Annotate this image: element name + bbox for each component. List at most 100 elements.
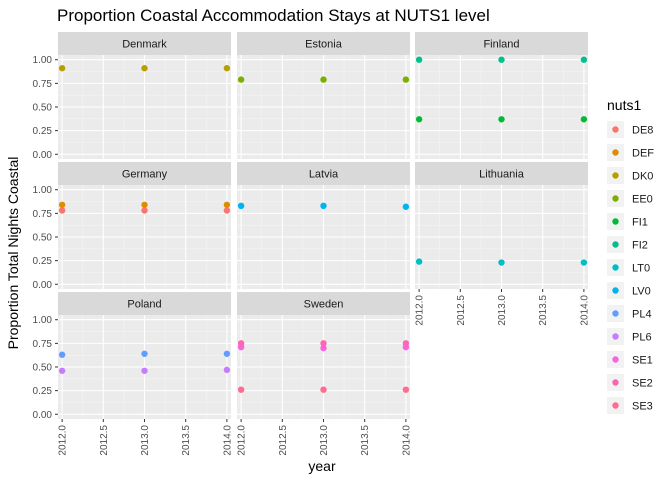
data-point-de8 — [223, 207, 231, 214]
data-point-lt0 — [415, 258, 423, 265]
data-point-dk0 — [223, 65, 231, 72]
data-point-pl6 — [223, 366, 231, 374]
y-tick-label: 1.00 — [33, 185, 53, 196]
legend-item: EE0 — [607, 190, 653, 207]
facet-strip-label: Estonia — [305, 39, 343, 51]
legend-symbol — [612, 356, 619, 363]
y-tick-label: 0.00 — [33, 280, 53, 291]
legend-label: SE1 — [632, 355, 653, 367]
facet-strip — [237, 162, 410, 185]
legend-label: FI1 — [632, 217, 648, 229]
legend: DE8 DEF DK0 EE0 FI1 FI2 LT0 LV0 PL4 PL6 SE1 SE2 SE3 — [607, 121, 654, 414]
y-tick-label: 1.00 — [33, 315, 53, 326]
facet-strip — [415, 162, 588, 185]
facet-strip-label: Finland — [483, 39, 519, 51]
facet-strip-label: Denmark — [122, 39, 167, 51]
data-point-lv0 — [320, 202, 327, 209]
x-tick-label: 2013.0 — [140, 425, 151, 456]
data-point-de8 — [141, 207, 148, 214]
data-point-pl4 — [223, 350, 231, 357]
data-point-ee0 — [237, 76, 245, 83]
y-tick-label: 0.75 — [33, 339, 53, 350]
legend-label: LV0 — [632, 286, 651, 298]
x-tick-label: 2012.0 — [58, 425, 69, 456]
data-point-fi1 — [580, 116, 588, 123]
data-point-dk0 — [141, 65, 148, 72]
data-point-pl4 — [141, 350, 148, 357]
y-tick-label: 0.50 — [33, 233, 53, 244]
legend-label: FI2 — [632, 240, 648, 252]
legend-label: SE2 — [632, 378, 653, 390]
legend-symbol — [612, 287, 619, 294]
data-point-fi2 — [415, 56, 423, 63]
data-point-se3 — [320, 386, 327, 393]
legend-symbol — [612, 310, 619, 317]
legend-symbol — [612, 333, 619, 340]
legend-item: DE8 — [607, 121, 653, 138]
x-tick-label: 2012.5 — [278, 425, 289, 456]
legend-symbol — [612, 264, 619, 271]
data-point-se2 — [320, 340, 327, 347]
legend-item: SE1 — [607, 351, 653, 368]
data-point-def — [141, 201, 148, 209]
facet-strip-label: Germany — [122, 169, 168, 181]
data-point-fi1 — [498, 116, 505, 123]
facet-strip-label: Sweden — [304, 299, 344, 311]
data-point-se3 — [402, 386, 410, 393]
x-tick-label: 2012.0 — [237, 425, 248, 456]
legend-item: PL6 — [607, 328, 652, 345]
facet-strip — [237, 292, 410, 315]
y-tick-label: 0.00 — [33, 150, 53, 161]
x-tick-label: 2013.0 — [497, 295, 508, 326]
data-point-pl4 — [58, 351, 66, 358]
facet-panel: Latvia — [237, 162, 410, 289]
data-point-ee0 — [402, 76, 410, 83]
x-axis-title: year — [308, 458, 336, 474]
legend-symbol — [612, 172, 619, 179]
data-point-lt0 — [580, 259, 588, 266]
facet-strip — [58, 32, 231, 55]
data-point-pl6 — [141, 367, 148, 374]
legend-symbol — [612, 241, 619, 248]
data-point-se2 — [402, 340, 410, 347]
legend-item: DEF — [607, 144, 654, 161]
legend-item: FI1 — [607, 213, 648, 230]
y-tick-label: 0.25 — [33, 126, 53, 137]
legend-label: PL4 — [632, 309, 652, 321]
facet-strip-label: Poland — [127, 299, 161, 311]
legend-item: LV0 — [607, 282, 651, 299]
legend-item: FI2 — [607, 236, 648, 253]
y-tick-label: 0.25 — [33, 256, 53, 267]
data-point-fi2 — [498, 56, 505, 63]
data-point-se1 — [320, 344, 327, 352]
legend-symbol — [612, 379, 619, 386]
facet-panel: Lithuania 2012.0 2012.5 2013.0 2013.5 2014.0 — [415, 162, 590, 326]
facet-panel: Germany 0.00 0.25 0.50 0.75 1.00 — [33, 162, 231, 291]
data-point-fi2 — [580, 56, 588, 63]
data-point-pl6 — [58, 367, 66, 374]
y-tick-label: 0.50 — [33, 363, 53, 374]
legend-label: DE8 — [632, 125, 653, 137]
legend-symbol — [612, 218, 619, 225]
legend-symbol — [612, 126, 619, 133]
x-tick-label: 2012.0 — [415, 295, 426, 326]
x-tick-label: 2013.5 — [538, 295, 549, 326]
data-point-se2 — [237, 340, 245, 347]
legend-item: LT0 — [607, 259, 650, 276]
x-tick-label: 2013.0 — [319, 425, 330, 456]
x-tick-label: 2014.0 — [579, 295, 590, 326]
legend-title: nuts1 — [607, 97, 641, 113]
facet-strip — [415, 32, 588, 55]
data-point-ee0 — [320, 76, 327, 83]
x-tick-label: 2012.5 — [456, 295, 467, 326]
y-axis-title: Proportion Total Nights Coastal — [5, 157, 21, 350]
data-point-dk0 — [58, 65, 66, 72]
data-point-fi1 — [415, 116, 423, 123]
data-point-de8 — [58, 207, 66, 214]
x-tick-label: 2013.5 — [360, 425, 371, 456]
legend-label: LT0 — [632, 263, 650, 275]
legend-label: EE0 — [632, 194, 653, 206]
data-point-def — [58, 201, 66, 209]
legend-item: SE3 — [607, 397, 653, 414]
y-tick-label: 0.75 — [33, 209, 53, 220]
